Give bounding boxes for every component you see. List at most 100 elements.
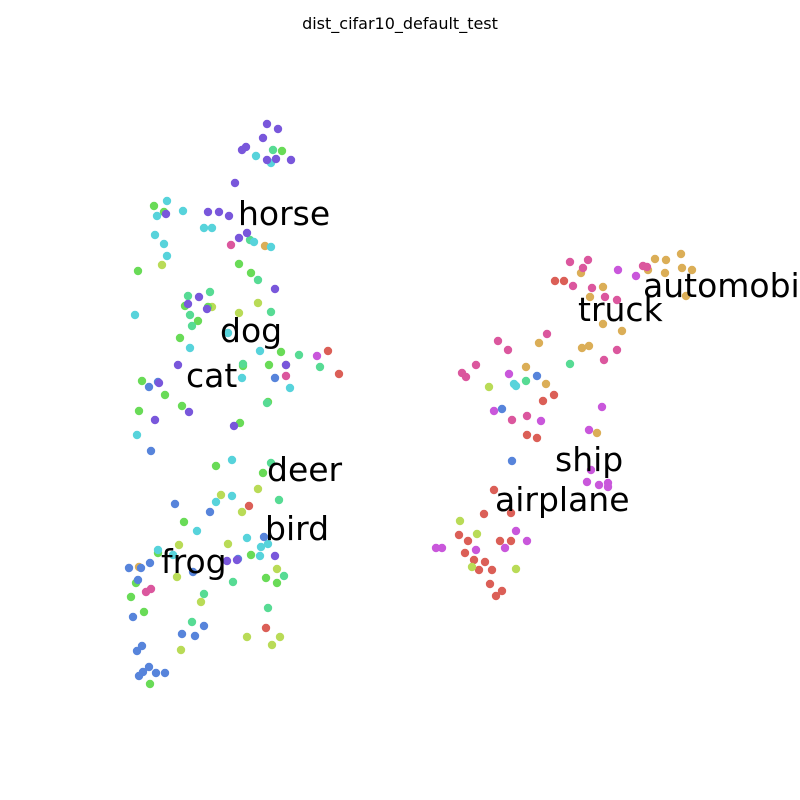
point-cat-13 (246, 268, 256, 278)
point-truck-1 (583, 255, 593, 265)
point-bird-15 (172, 572, 182, 582)
point-horse-15 (183, 299, 193, 309)
point-ship-6 (584, 425, 594, 435)
point-ship-15 (471, 545, 481, 555)
point-truck-18 (507, 415, 517, 425)
point-horse-6 (271, 154, 281, 164)
point-frog-19 (190, 631, 200, 641)
point-truck-0 (565, 257, 575, 267)
point-frog-18 (177, 629, 187, 639)
point-dog-14 (223, 328, 233, 338)
point-ship-14 (500, 543, 510, 553)
point-frog-4 (144, 382, 154, 392)
point-airplane-17 (487, 565, 497, 575)
point-deer-15 (263, 603, 273, 613)
point-truck-10 (599, 355, 609, 365)
point-airplane-14 (469, 555, 479, 565)
class-label-bird: bird (265, 509, 329, 548)
point-ship-0 (613, 265, 623, 275)
point-horse-12 (224, 211, 234, 221)
point-airplane-9 (454, 530, 464, 540)
point-horse-22 (184, 407, 194, 417)
point-deer-18 (228, 577, 238, 587)
point-frog-12 (144, 662, 154, 672)
point-frog-9 (128, 612, 138, 622)
point-ship-1 (631, 271, 641, 281)
point-dog-13 (185, 343, 195, 353)
point-dog-30 (227, 491, 237, 501)
point-dog-12 (130, 310, 140, 320)
point-cat-20 (261, 573, 271, 583)
point-dog-26 (153, 545, 163, 555)
point-bird-13 (196, 597, 206, 607)
class-label-frog: frog (161, 542, 227, 581)
point-frog-15 (160, 668, 170, 678)
point-bird-10 (275, 632, 285, 642)
point-airplane-23 (244, 501, 254, 511)
point-truck-9 (612, 345, 622, 355)
point-dog-4 (159, 239, 169, 249)
point-truck-11 (542, 329, 552, 339)
point-airplane-7 (479, 509, 489, 519)
point-bird-4 (484, 382, 494, 392)
point-deer-19 (565, 359, 575, 369)
point-deer-14 (279, 571, 289, 581)
point-airplane-20 (491, 591, 501, 601)
class-label-horse: horse (238, 194, 330, 233)
point-truck-22 (146, 584, 156, 594)
class-label-ship: ship (555, 440, 623, 479)
point-dog-15 (132, 430, 142, 440)
point-frog-0 (146, 446, 156, 456)
point-dog-23 (263, 539, 273, 549)
point-bird-1 (472, 529, 482, 539)
point-horse-23 (229, 421, 239, 431)
class-label-cat: cat (186, 356, 237, 395)
class-label-truck: truck (578, 290, 664, 329)
point-dog-16 (237, 373, 247, 383)
point-frog-26 (507, 456, 517, 466)
point-bird-6 (253, 484, 263, 494)
point-airplane-11 (460, 548, 470, 558)
point-horse-8 (230, 178, 240, 188)
point-frog-7 (145, 558, 155, 568)
point-horse-21 (150, 415, 160, 425)
point-cat-21 (272, 578, 282, 588)
point-airplane-2 (522, 430, 532, 440)
point-automobile-12 (598, 319, 608, 329)
point-dog-1 (178, 206, 188, 216)
point-airplane-19 (497, 586, 507, 596)
point-bird-8 (223, 539, 233, 549)
point-horse-24 (281, 360, 291, 370)
point-cat-5 (193, 316, 203, 326)
point-truck-5 (600, 292, 610, 302)
point-dog-25 (255, 551, 265, 561)
point-horse-9 (161, 209, 171, 219)
point-ship-7 (586, 465, 596, 475)
point-horse-25 (270, 551, 280, 561)
point-deer-13 (238, 359, 248, 369)
point-truck-13 (503, 345, 513, 355)
point-dog-22 (242, 533, 252, 543)
point-frog-1 (170, 499, 180, 509)
point-bird-11 (267, 640, 277, 650)
point-frog-8 (133, 575, 143, 585)
point-ship-3 (489, 406, 499, 416)
point-airplane-18 (485, 579, 495, 589)
point-deer-17 (187, 617, 197, 627)
point-automobile-15 (592, 428, 602, 438)
point-dog-11 (266, 242, 276, 252)
point-dog-10 (249, 237, 259, 247)
point-deer-6 (187, 321, 197, 331)
point-cat-28 (277, 146, 287, 156)
point-ship-16 (437, 543, 447, 553)
point-bird-9 (272, 564, 282, 574)
point-truck-4 (587, 283, 597, 293)
point-automobile-2 (676, 249, 686, 259)
point-deer-5 (185, 310, 195, 320)
point-automobile-0 (650, 254, 660, 264)
point-frog-24 (532, 371, 542, 381)
point-deer-20 (521, 376, 531, 386)
point-truck-6 (612, 295, 622, 305)
